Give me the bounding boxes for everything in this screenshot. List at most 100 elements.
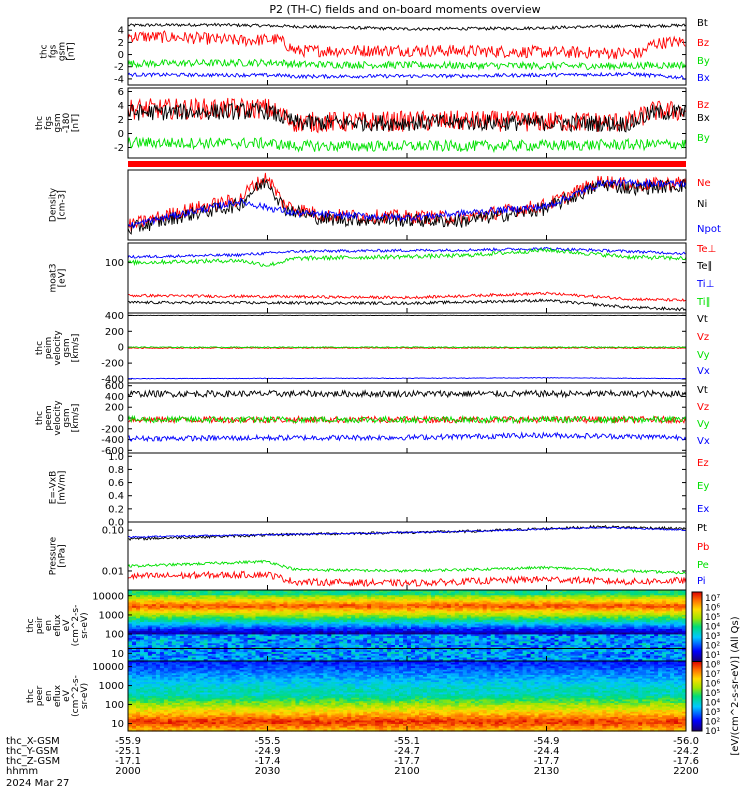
- colorbar-tick-label: 10⁴: [705, 623, 720, 633]
- colorbar-tick-label: 10⁸: [705, 661, 720, 671]
- series-line-te: [128, 291, 686, 302]
- y-tick-label: 0: [118, 129, 124, 140]
- panel-ylabel: moat3[eV]: [49, 263, 68, 292]
- panel-3: Density[cm-3] Ne Ni Npot: [49, 169, 721, 241]
- y-tick-label: -200: [101, 424, 124, 435]
- y-tick-label: 0: [118, 50, 124, 61]
- colorbar-title: [eV/(cm^2-s-sr-eV)] (All Qs): [730, 616, 741, 755]
- series-line-by: [128, 136, 686, 154]
- y-tick-label: 200: [105, 327, 124, 338]
- xaxis-value: 2030: [255, 766, 280, 777]
- panel-8: Pressure[nPa] 0.10 0.01 Pt Pb Pe Pi: [49, 521, 709, 591]
- series-line-bz: [128, 97, 686, 134]
- series-line-pt: [128, 524, 686, 541]
- panel-1: thcfgsgsm[nT] 420-2-4 Bt Bz By Bx: [40, 17, 710, 86]
- legend-label: Pi: [697, 576, 706, 587]
- y-tick-label: 2: [118, 38, 124, 49]
- y-tick-label: 0.6: [108, 478, 124, 489]
- y-tick-label: 10: [111, 719, 124, 730]
- series-line-bx: [128, 102, 686, 133]
- xaxis-value: -24.2: [673, 746, 699, 757]
- spectrogram: [128, 590, 687, 662]
- colorbar-tick-label: 10³: [705, 632, 720, 642]
- legend-label: Vt: [697, 385, 708, 396]
- panel-ylabel: thcpeimvelocitygsm[km/s]: [35, 330, 81, 366]
- flag-bar: [128, 161, 686, 167]
- panel-2: thcfgsgsm-180[nT] 6 4 2 0 -2 Bz Bx By: [35, 87, 710, 159]
- y-tick-label: 10000: [92, 662, 124, 673]
- xaxis-value: -17.7: [534, 756, 560, 767]
- y-tick-label: 1000: [99, 681, 124, 692]
- colorbar-tick-label: 10⁷: [705, 594, 720, 604]
- colorbar-tick-label: 10²: [705, 718, 720, 728]
- legend-label: By: [697, 133, 710, 144]
- xaxis-row-label: thc_Z-GSM: [6, 756, 60, 767]
- y-tick-label: 2: [118, 115, 124, 126]
- date-label: 2024 Mar 27: [6, 778, 69, 789]
- xaxis-value: -55.5: [255, 736, 281, 747]
- legend-label: Vz: [697, 402, 709, 413]
- legend-label: Ne: [697, 178, 711, 189]
- y-tick-label: 0.2: [108, 504, 124, 515]
- series-line-ti: [128, 246, 686, 267]
- legend-label: Bx: [697, 113, 710, 124]
- colorbar-tick-label: 10⁴: [705, 699, 720, 709]
- legend-label: Vt: [697, 314, 708, 325]
- legend-label: Bz: [697, 38, 709, 49]
- panel-ylabel: E=-VxB[mV/m]: [49, 471, 68, 505]
- legend-label: Ni: [697, 199, 707, 210]
- colorbar-upper: [691, 591, 703, 662]
- legend-label: Pt: [697, 523, 707, 534]
- colorbar-tick-label: 10⁵: [705, 613, 720, 623]
- panel-ylabel: thcfgsgsm-180[nT]: [35, 113, 81, 134]
- xaxis-value: -54.9: [534, 736, 560, 747]
- xaxis-value: 2130: [534, 766, 559, 777]
- xaxis-value: -24.7: [394, 746, 420, 757]
- panel-5: thcpeimvelocitygsm[km/s] 400 200 0 -200 -400 V…: [35, 311, 710, 386]
- panel-ylabel: Pressure[nPa]: [49, 536, 68, 575]
- xaxis-value: 2100: [394, 766, 419, 777]
- series-line-vz: [128, 414, 686, 425]
- legend-label: Bt: [697, 18, 708, 29]
- y-tick-label: 4: [118, 101, 124, 112]
- xaxis-value: -24.4: [534, 746, 560, 757]
- y-tick-label: 0.0: [108, 518, 124, 529]
- panel-ylabel: thcpeirenefluxeV(cm^2-s-sr-eV): [26, 605, 90, 647]
- series-line-ti: [128, 246, 686, 259]
- legend-label: Ey: [697, 481, 709, 492]
- xaxis-value: -17.6: [673, 756, 699, 767]
- panel-6: thcpeemvelocitygsm[km/s] 6004002000-200-4…: [35, 381, 710, 457]
- xaxis-row-label: thc_Y-GSM: [6, 746, 58, 757]
- legend-label: Vx: [697, 436, 710, 447]
- xaxis-value: 2200: [673, 766, 698, 777]
- series-line-bz: [128, 30, 686, 60]
- legend-label: Npot: [697, 224, 721, 235]
- panel-10: thcpeerenefluxeV(cm^2-s-sr-eV)10000 1000 1…: [26, 660, 687, 732]
- y-tick-label: 6: [118, 87, 124, 98]
- y-tick-label: -4: [114, 74, 124, 85]
- y-tick-label: 0.10: [102, 526, 124, 537]
- colorbar-tick-label: 10³: [705, 708, 720, 718]
- series-line-bx: [128, 71, 686, 80]
- panel-ylabel: thcpeerenefluxeV(cm^2-s-sr-eV): [26, 675, 90, 717]
- y-tick-label: -400: [101, 435, 124, 446]
- xaxis-value: -17.1: [115, 756, 141, 767]
- y-tick-label: 10000: [92, 591, 124, 602]
- series-line-pe: [128, 559, 686, 575]
- y-tick-label: -200: [101, 359, 124, 370]
- series-line-vy: [128, 414, 686, 425]
- series-line-pi: [128, 526, 686, 538]
- series-line-vt: [128, 388, 686, 399]
- colorbar-tick-label: 10¹: [705, 727, 720, 737]
- colorbar-tick-label: 10¹: [705, 651, 720, 661]
- y-tick-label: 0.01: [102, 566, 124, 577]
- series-line-te: [128, 298, 686, 312]
- y-tick-label: 600: [105, 381, 124, 392]
- panel-frame: [127, 242, 687, 314]
- legend-label: Ex: [697, 504, 709, 515]
- colorbar-tick-label: 10⁶: [705, 680, 720, 690]
- xaxis-value: -56.0: [673, 736, 699, 747]
- y-tick-label: 4: [118, 26, 124, 37]
- y-tick-label: 1000: [99, 610, 124, 621]
- legend-label: By: [697, 56, 710, 67]
